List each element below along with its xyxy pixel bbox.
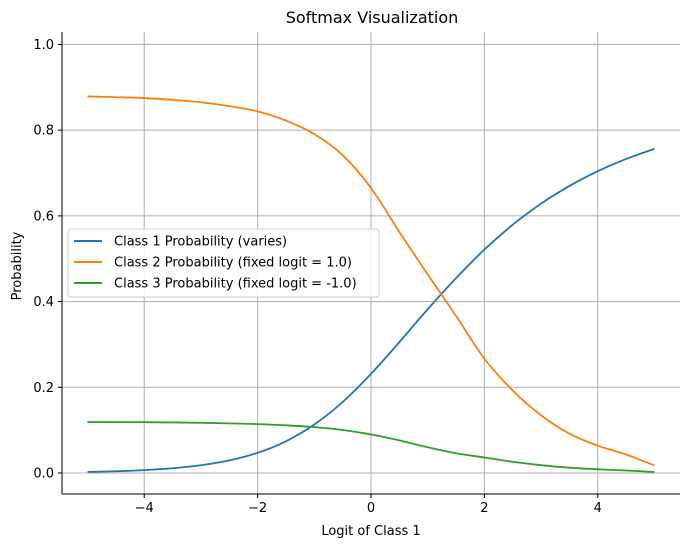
axes: −4 −2 0 2 4 0.0 0.2 0.4 0.6 0.8 1.0 [33,32,680,516]
legend: Class 1 Probability (varies) Class 2 Prob… [67,228,380,298]
y-tick-label: 0.4 [33,295,54,310]
x-tick-label: 2 [480,501,488,516]
y-tick-label: 0.2 [33,381,54,396]
x-tick-label: −2 [248,501,267,516]
series-lines [87,95,655,473]
series-line-class-1 [87,148,655,473]
series-line-class-2 [87,95,655,467]
series-line-class-3 [87,421,655,473]
legend-label: Class 1 Probability (varies) [114,235,287,250]
y-tick-label: 1.0 [33,38,54,53]
x-tick-label: −4 [135,501,154,516]
y-tick-label: 0.6 [33,209,54,224]
grid [62,32,680,494]
x-tick-label: 0 [367,501,375,516]
x-axis-label: Logit of Class 1 [321,524,420,539]
legend-box [67,228,380,298]
y-tick-label: 0.8 [33,124,54,139]
y-axis-label: Probability [10,231,25,300]
chart-title: Softmax Visualization [286,8,459,27]
x-tick-label: 4 [594,501,602,516]
legend-label: Class 2 Probability (fixed logit = 1.0) [114,256,352,271]
y-tick-label: 0.0 [33,467,54,482]
legend-label: Class 3 Probability (fixed logit = -1.0) [114,277,357,292]
